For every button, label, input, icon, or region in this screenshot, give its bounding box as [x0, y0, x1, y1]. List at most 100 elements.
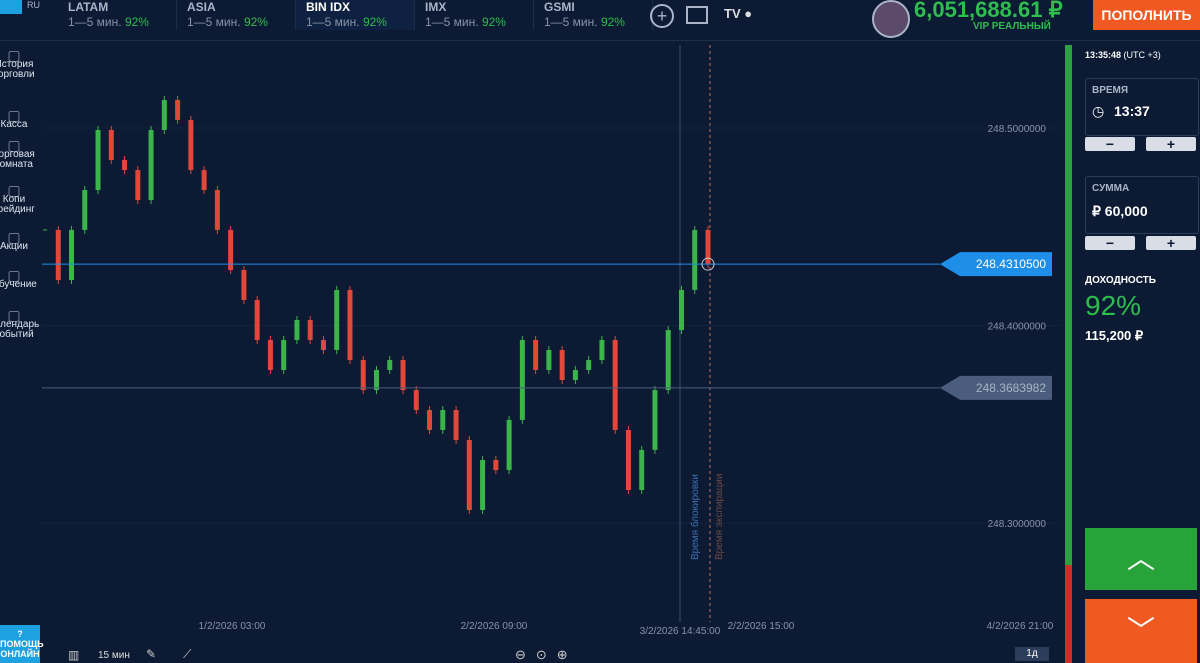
candle [82, 190, 88, 230]
x-tick-label: 4/2/2026 21:00 [987, 621, 1054, 632]
candle [214, 190, 220, 230]
sidebar-label: Обучение [0, 279, 37, 290]
candle [639, 449, 645, 491]
yield-value: 92% [1085, 290, 1142, 321]
asset-payout: 92% [362, 15, 387, 29]
sidebar-label: Копи трейдинг [0, 194, 35, 215]
timezone: (UTC +3) [1123, 50, 1161, 60]
asset-info: 1—5 мин. 92% [68, 15, 149, 29]
draw-button[interactable]: ✎ [146, 647, 157, 661]
top-bar [0, 0, 1200, 41]
asset-payout: 92% [600, 15, 625, 29]
time-plus[interactable]: + [1146, 137, 1196, 151]
avatar[interactable] [872, 0, 910, 38]
amount-label: СУММА [1092, 183, 1130, 194]
time-box[interactable]: ВРЕМЯ 13:37 ◷ [1085, 78, 1199, 136]
clock: 13:35:48 (UTC +3) [1085, 50, 1161, 60]
sidebar-item[interactable]: ▢ Акции [0, 229, 28, 252]
candle [69, 229, 75, 281]
sidebar-label: Календарь событий [0, 319, 40, 340]
y-tick-label: 248.4000000 [988, 322, 1047, 333]
asset-name: LATAM [68, 0, 109, 14]
candle [506, 419, 512, 471]
indicator-button[interactable]: ⟋ [183, 647, 192, 661]
candle [665, 330, 671, 391]
asset-payout: 92% [481, 15, 506, 29]
x-tick-label: 2/2/2026 15:00 [728, 621, 795, 632]
time-minus[interactable]: − [1085, 137, 1135, 151]
add-asset[interactable]: + [650, 4, 674, 28]
candle [533, 339, 539, 370]
asset-period: 1—5 мин. [306, 15, 360, 29]
candle [108, 129, 114, 160]
candle [307, 319, 313, 340]
sidebar-label: Торговая комната [0, 149, 35, 170]
sidebar-item[interactable]: ▢Календарь событий [0, 308, 42, 340]
y-tick-label: 248.3000000 [988, 519, 1047, 530]
help-button[interactable]: ? ПОМОЩЬ ОНЛАЙН [0, 625, 44, 663]
amount-plus[interactable]: + [1146, 236, 1196, 250]
candle [175, 99, 181, 120]
candle [625, 429, 631, 491]
sidebar-item[interactable]: ▢Торговая комната [0, 138, 42, 170]
interval[interactable]: 15 мин [98, 650, 130, 661]
asset-name: GSMI [544, 0, 575, 14]
sidebar-item[interactable]: ▢ Касса [0, 107, 28, 130]
candle [599, 339, 605, 361]
up-sentiment [1065, 45, 1072, 565]
lang[interactable]: RU [27, 0, 40, 10]
candle [281, 339, 287, 370]
candle [440, 410, 446, 430]
logo[interactable] [0, 0, 22, 14]
candle [559, 349, 565, 381]
price-tag [940, 252, 1052, 277]
candle [427, 410, 433, 430]
candle [188, 119, 194, 171]
layout-button[interactable] [686, 6, 708, 24]
asset-tab[interactable]: LATAM 1—5 мин. 92% [58, 0, 177, 30]
clock-icon: ◷ [1092, 103, 1105, 119]
candle [572, 369, 578, 381]
time-label: ВРЕМЯ [1092, 85, 1129, 96]
balance[interactable]: 6,051,688.61 ₽ [914, 0, 1063, 22]
price-label: 248.3683982 [976, 381, 1046, 395]
candle [413, 390, 419, 411]
candle [480, 459, 486, 510]
asset-payout: 92% [124, 15, 149, 29]
candles-button[interactable]: ▥ [68, 648, 80, 662]
asset-info: 1—5 мин. 92% [187, 15, 268, 29]
asset-payout: 92% [243, 15, 268, 29]
candle [201, 170, 207, 191]
sidebar-item[interactable]: ▢Копи трейдинг [0, 183, 42, 215]
help-label: ПОМОЩЬ ОНЛАЙН [0, 639, 44, 659]
asset-name: BIN IDX [306, 0, 351, 14]
candle [254, 300, 260, 340]
asset-name: IMX [425, 0, 447, 14]
sidebar-label: Акции [0, 241, 28, 252]
zoom-controls[interactable]: ⊖⊙⊕ [515, 647, 578, 662]
asset-tab[interactable]: BIN IDX 1—5 мин. 92% [296, 0, 415, 30]
range[interactable]: 1д [1015, 647, 1049, 661]
amount-minus[interactable]: − [1085, 236, 1135, 250]
candle [122, 159, 128, 171]
payout: 115,200 ₽ [1085, 328, 1144, 343]
sidebar-item[interactable]: ▢История торговли [0, 48, 42, 80]
asset-tab[interactable]: IMX 1—5 мин. 92% [415, 0, 534, 30]
asset-tab[interactable]: ASIA 1—5 мин. 92% [177, 0, 296, 30]
account-type[interactable]: VIP РЕАЛЬНЫЙ [973, 21, 1051, 32]
candle [612, 339, 618, 430]
sidebar-label: История торговли [0, 59, 35, 80]
deposit-button[interactable]: ПОПОЛНИТЬ [1093, 0, 1200, 30]
chart: 248.5000000 248.4000000 248.3000000 1/2/202… [42, 45, 1060, 637]
sidebar-item[interactable]: ▢Обучение [0, 268, 42, 290]
asset-tab[interactable]: GSMI 1—5 мин. 92% [534, 0, 653, 30]
amount-box[interactable]: СУММА ₽ 60,000 [1085, 176, 1199, 234]
candle [586, 360, 592, 370]
down-button[interactable]: ﹀ [1085, 599, 1197, 663]
tradingview-toggle[interactable]: TV ● [724, 6, 753, 21]
candle [374, 369, 379, 391]
price-label: 248.4310500 [976, 257, 1046, 271]
asset-info: 1—5 мин. 92% [306, 15, 387, 29]
up-button[interactable]: ︿ [1085, 528, 1197, 590]
